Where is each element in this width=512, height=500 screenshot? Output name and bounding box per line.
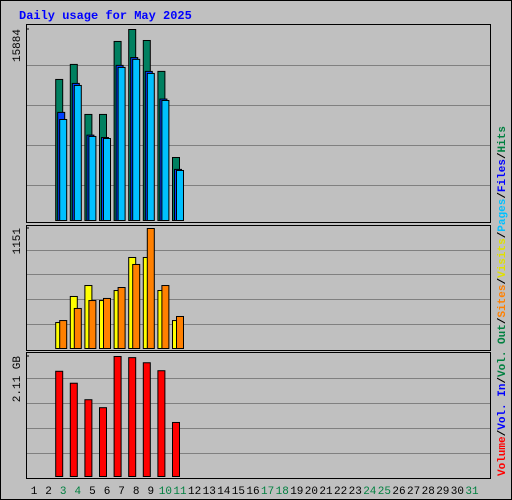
x-tick-label: 17 [261, 486, 274, 498]
x-tick-label: 18 [276, 486, 289, 498]
x-tick-label: 5 [89, 486, 96, 498]
legend-separator: / [497, 231, 509, 238]
x-tick-label: 21 [319, 486, 333, 498]
x-tick-label: 12 [188, 486, 201, 498]
x-tick-label: 3 [60, 486, 67, 498]
legend-entry: Volume [497, 436, 509, 476]
legend-separator: / [497, 377, 509, 384]
bar [172, 421, 180, 477]
x-tick-label: 29 [436, 486, 449, 498]
x-tick-label: 7 [118, 486, 125, 498]
x-tick-label: 13 [203, 486, 216, 498]
x-tick-label: 25 [378, 486, 391, 498]
x-tick-label: 22 [334, 486, 347, 498]
x-tick-label: 24 [363, 486, 377, 498]
x-tick-label: 26 [392, 486, 405, 498]
bar [117, 66, 126, 221]
x-tick-label: 14 [217, 486, 231, 498]
bar [142, 362, 151, 477]
bar [128, 357, 137, 478]
x-tick-label: 1 [31, 486, 38, 498]
x-tick-label: 30 [451, 486, 464, 498]
bar [176, 169, 184, 222]
legend-separator: / [497, 152, 509, 159]
bar [132, 58, 141, 221]
bar [88, 135, 97, 221]
bar [117, 287, 126, 349]
bar [161, 99, 170, 221]
bar [99, 407, 107, 478]
legend-entry: Vol. In [497, 384, 509, 430]
legend-entry: Visits [497, 238, 509, 278]
bar [176, 315, 184, 349]
bar [59, 118, 68, 221]
panel [26, 352, 491, 479]
x-tick-label: 16 [246, 486, 259, 498]
x-tick-label: 4 [74, 486, 81, 498]
x-tick-label: 28 [422, 486, 435, 498]
bar [103, 297, 111, 350]
bar [132, 263, 141, 349]
legend-entry: Sites [497, 285, 509, 318]
legend-separator: / [497, 278, 509, 285]
panels [26, 24, 491, 479]
bar [146, 72, 155, 222]
y-tick-label: 1151 [12, 228, 24, 255]
x-tick-label: 10 [159, 486, 172, 498]
bar [69, 382, 78, 477]
x-tick-label: 27 [407, 486, 420, 498]
legend-entry: Vol. Out [497, 324, 509, 377]
bar [113, 356, 122, 477]
legend-separator: / [497, 317, 509, 324]
bar [55, 370, 64, 478]
x-tick-label: 11 [173, 486, 187, 498]
legend-separator: / [497, 192, 509, 199]
bar [157, 370, 166, 478]
y-tick-label: 2.11 GB [12, 356, 24, 403]
bar [73, 84, 82, 221]
legend-separator: / [497, 429, 509, 436]
bar [59, 320, 68, 350]
chart-title: Daily usage for May 2025 [19, 9, 192, 23]
legend-entry: Hits [497, 126, 509, 152]
x-tick-label: 6 [104, 486, 111, 498]
x-tick-label: 31 [465, 486, 479, 498]
x-tick-label: 8 [133, 486, 140, 498]
legend-entry: Pages [497, 199, 509, 232]
x-tick-label: 23 [349, 486, 362, 498]
bar [84, 399, 93, 477]
x-tick-label: 20 [305, 486, 318, 498]
x-tick-label: 19 [290, 486, 303, 498]
bar [103, 137, 111, 221]
bar [146, 228, 155, 349]
x-tick-label: 15 [232, 486, 245, 498]
bar [88, 300, 97, 350]
x-tick-label: 9 [147, 486, 154, 498]
y-tick-label: 15884 [12, 29, 24, 62]
legend-entry: Files [497, 159, 509, 192]
x-tick-label: 2 [45, 486, 52, 498]
legend: Volume/Vol. In/Vol. Out/Sites/Visits/Pag… [497, 126, 509, 476]
bar [161, 285, 170, 349]
bar [73, 307, 82, 349]
